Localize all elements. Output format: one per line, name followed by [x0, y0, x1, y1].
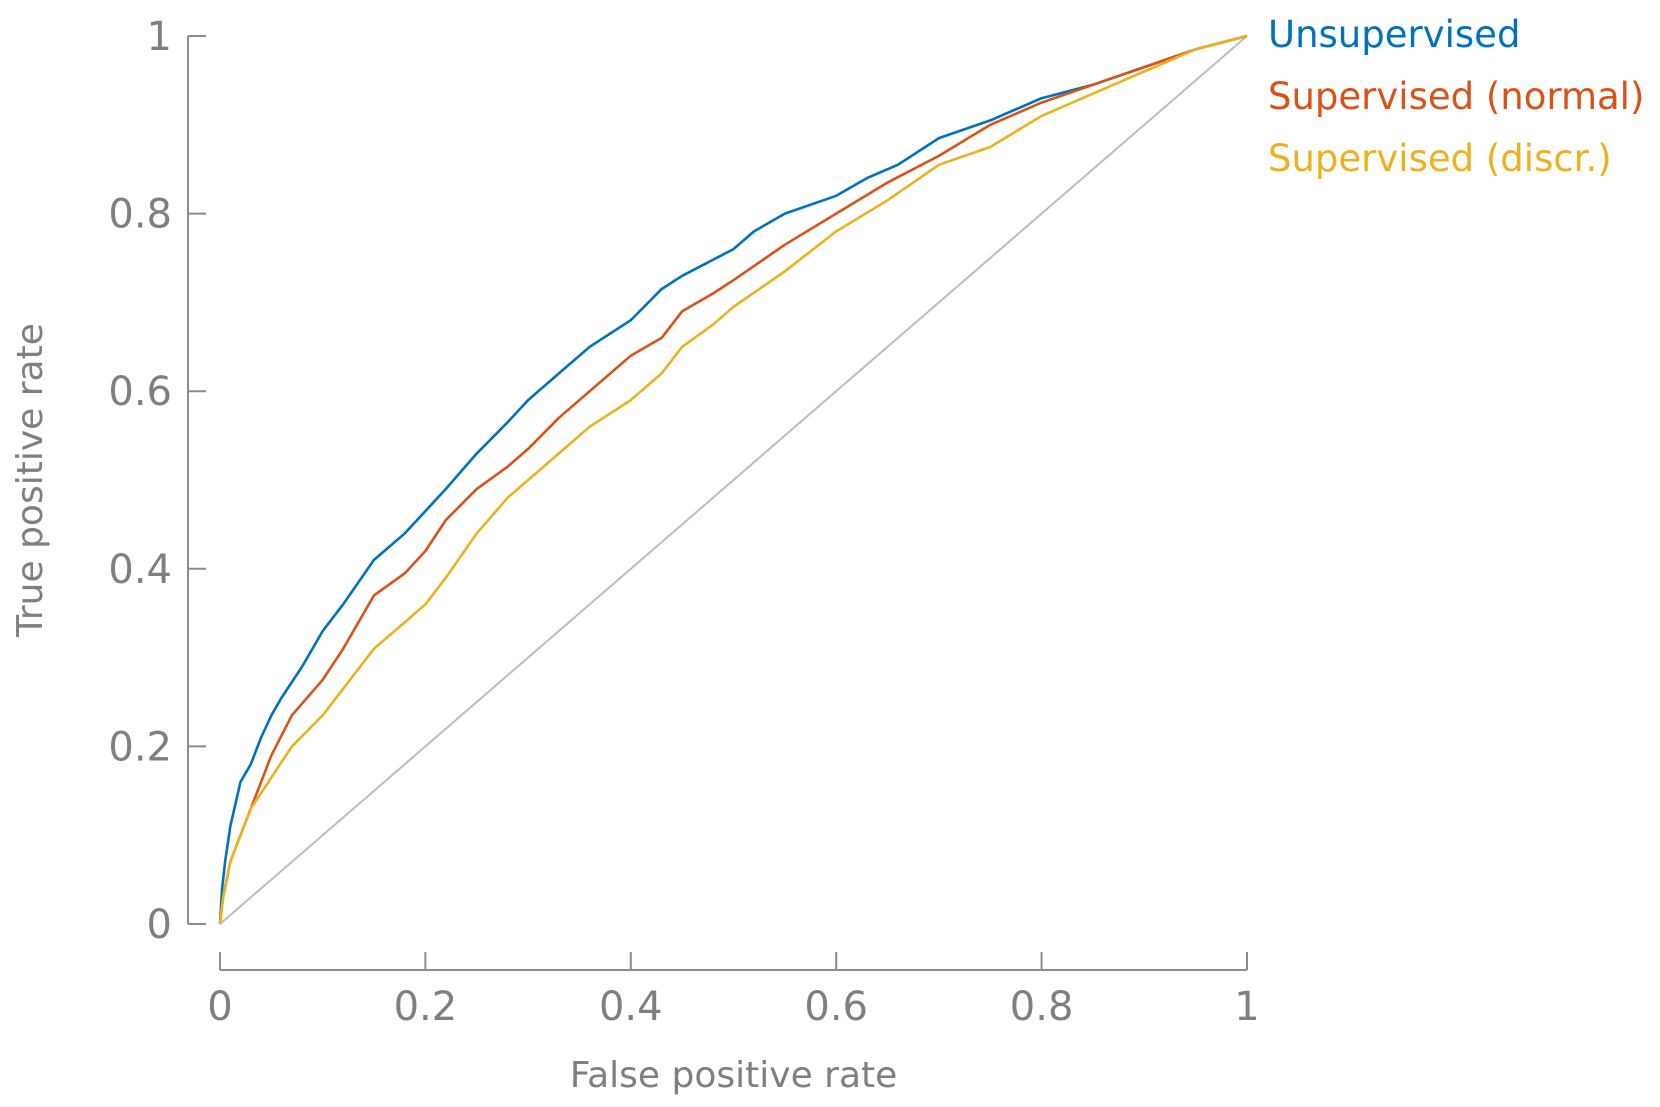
y-tick-label: 0.4 [108, 547, 172, 593]
plot-area [218, 34, 1248, 925]
legend-entry-1: Unsupervised [1268, 13, 1520, 56]
series-line-3 [218, 34, 1248, 925]
x-tick-label: 1 [1234, 984, 1259, 1030]
y-tick-label: 0 [147, 902, 172, 948]
series-layer [218, 34, 1248, 925]
x-axis-title: False positive rate [570, 1055, 898, 1096]
y-tick-label: 0.2 [108, 724, 172, 770]
y-tick-label: 1 [147, 14, 172, 60]
chance-diagonal [219, 35, 1248, 925]
x-tick-label: 0.2 [394, 984, 458, 1030]
legend-entry-2: Supervised (normal) [1268, 75, 1644, 118]
series-line-2 [218, 34, 1248, 925]
y-axis: 0 0.2 0.4 0.6 0.8 1 [108, 14, 206, 948]
x-tick-label: 0.6 [804, 984, 868, 1030]
y-axis-title: True positive rate [10, 323, 51, 638]
x-tick-label: 0 [207, 984, 232, 1030]
x-axis: 0 0.2 0.4 0.6 0.8 1 [207, 952, 1260, 1030]
y-tick-label: 0.8 [108, 192, 172, 238]
legend: Unsupervised Supervised (normal) Supervise… [1268, 13, 1644, 180]
x-tick-label: 0.4 [599, 984, 663, 1030]
y-tick-label: 0.6 [108, 369, 172, 415]
x-tick-label: 0.8 [1010, 984, 1074, 1030]
legend-entry-3: Supervised (discr.) [1268, 137, 1612, 180]
series-line-1 [218, 34, 1248, 925]
